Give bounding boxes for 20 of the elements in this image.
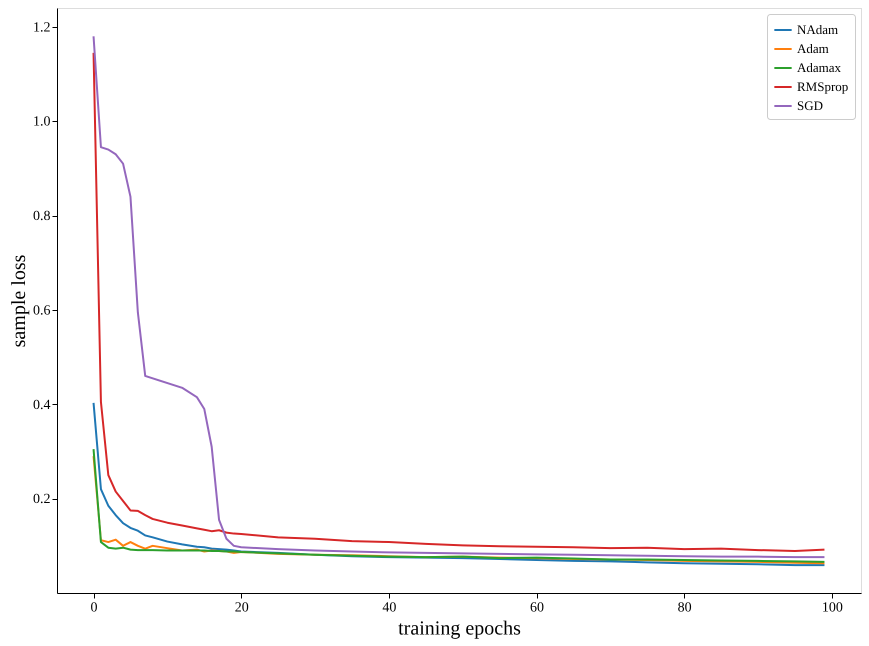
x-tick-label: 100 (822, 600, 843, 616)
y-tick-label: 1.2 (33, 20, 50, 36)
line-series (92, 402, 826, 566)
y-axis-title: sample loss (8, 254, 30, 348)
y-tick-label: 0.8 (33, 209, 50, 224)
y-tick-label: 1.0 (33, 114, 50, 130)
legend-label: Adam (797, 41, 829, 56)
y-tick-label: 0.4 (33, 398, 50, 413)
legend-label: RMSprop (797, 79, 848, 94)
x-axis-title: training epochs (398, 618, 522, 640)
legend-label: NAdam (797, 22, 838, 37)
legend-label: Adamax (797, 60, 842, 75)
x-tick-label: 20 (234, 600, 249, 616)
x-tick-label: 40 (382, 600, 396, 616)
y-tick-label: 0.6 (33, 303, 50, 318)
y-tick-label: 0.2 (33, 492, 50, 508)
x-tick-label: 60 (530, 600, 544, 616)
x-tick-label: 80 (678, 600, 692, 616)
legend-label: SGD (797, 98, 824, 113)
x-tick-label: 0 (90, 600, 98, 616)
